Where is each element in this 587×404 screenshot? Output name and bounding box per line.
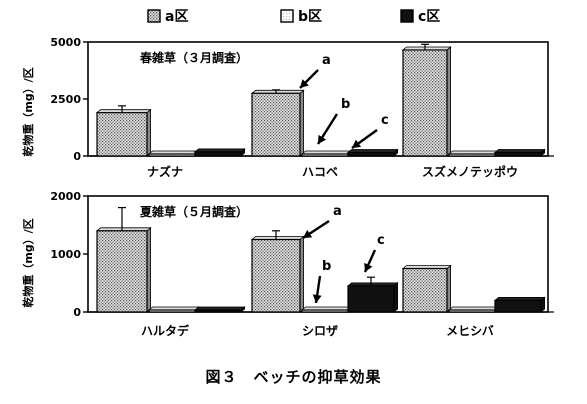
bar-b区-シロザ xyxy=(301,309,349,313)
y-axis-label-top: 乾物重（mg）/区 xyxy=(21,67,35,156)
y-tick-label: 2500 xyxy=(50,93,81,106)
bar-a区-メヒシバ xyxy=(402,267,448,313)
annotation-label-b: b xyxy=(341,97,350,112)
x-tick-label: シロザ xyxy=(302,324,338,338)
annotation-label-a: a xyxy=(333,204,342,219)
bar-c区-ハルタデ xyxy=(194,309,242,313)
x-tick-label: ナズナ xyxy=(147,164,183,179)
bar-c区-スズメノテッポウ xyxy=(494,151,542,157)
x-tick-label: ハルタデ xyxy=(141,323,190,338)
y-tick-label: 5000 xyxy=(50,36,81,49)
legend-item-a: a区 xyxy=(147,9,188,25)
bar-c区-シロザ xyxy=(347,285,395,313)
bar-a区-ハコベ xyxy=(251,92,301,157)
legend-swatch-c xyxy=(400,9,414,23)
bar-b区-メヒシバ xyxy=(448,309,496,313)
annotation-arrowhead-b xyxy=(312,294,322,303)
bar-b区-スズメノテッポウ xyxy=(448,153,496,157)
bar-c区-メヒシバ xyxy=(494,299,542,313)
legend-label-c: c区 xyxy=(418,9,440,25)
annotation-arrowhead-b xyxy=(318,134,327,144)
y-tick-label: 2000 xyxy=(50,190,81,203)
y-tick-label: 1000 xyxy=(50,248,81,261)
bar-a区-スズメノテッポウ xyxy=(402,49,448,157)
annotation-label-c: c xyxy=(377,233,385,248)
y-tick-label: 0 xyxy=(73,150,81,163)
bar-a区-シロザ xyxy=(251,238,301,313)
chart-title: 春雑草（３月調査） xyxy=(139,50,248,65)
x-tick-label: スズメノテッポウ xyxy=(422,164,518,179)
annotation-arrowhead-c xyxy=(352,139,362,148)
annotation-arrowhead-a xyxy=(300,79,309,88)
x-tick-label: ハコベ xyxy=(302,165,338,179)
annotation-arrowhead-a xyxy=(303,229,313,238)
legend-item-c: c区 xyxy=(400,9,440,25)
chart-panel-summer: 0 1000 2000 夏雑草（５月調査） ハルタデ シロザ メヒシバ a b c xyxy=(50,190,554,338)
bar-b区-ナズナ xyxy=(148,153,196,157)
chart-panel-spring: 0 2500 5000 春雑草（３月調査） ナズナ ハコベ スズメノテッポウ a b c xyxy=(50,36,554,179)
legend-swatch-a xyxy=(147,9,161,23)
y-axis-label-bottom: 乾物重（mg）/区 xyxy=(21,218,35,307)
bar-a区-ナズナ xyxy=(96,112,148,157)
annotation-label-c: c xyxy=(381,113,389,128)
bar-c区-ナズナ xyxy=(194,151,242,157)
x-tick-label: メヒシバ xyxy=(446,324,494,338)
chart-title: 夏雑草（５月調査） xyxy=(140,204,248,219)
annotation-label-b: b xyxy=(322,259,331,274)
bar-b区-ハルタデ xyxy=(148,309,196,313)
annotation-label-a: a xyxy=(322,53,331,68)
legend-label-b: b区 xyxy=(298,9,322,25)
y-tick-label: 0 xyxy=(73,306,81,319)
legend: a区 b区 c区 xyxy=(147,9,440,25)
legend-label-a: a区 xyxy=(165,9,188,25)
legend-item-b: b区 xyxy=(280,9,322,25)
bar-c区-ハコベ xyxy=(347,151,395,157)
bar-b区-ハコベ xyxy=(301,153,349,157)
legend-swatch-b xyxy=(280,9,294,23)
figure-caption: 図３ ベッチの抑草効果 xyxy=(205,368,382,386)
bar-a区-ハルタデ xyxy=(96,230,148,313)
annotation-arrowhead-c xyxy=(364,262,373,272)
